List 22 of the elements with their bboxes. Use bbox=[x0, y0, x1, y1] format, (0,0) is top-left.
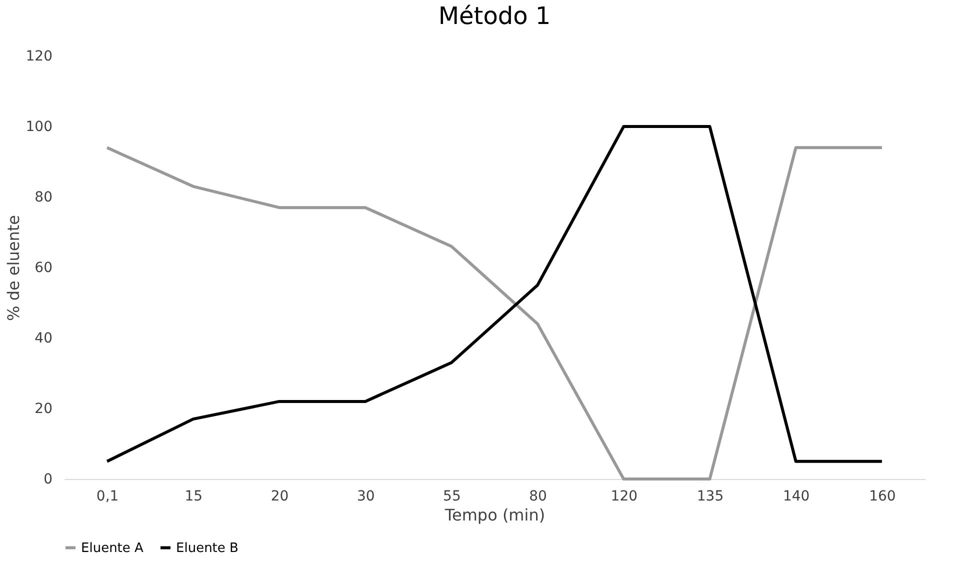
y-tick-label: 40 bbox=[34, 330, 52, 346]
x-tick-label: 120 bbox=[610, 488, 638, 504]
x-tick-label: 30 bbox=[356, 488, 375, 504]
y-tick-label: 80 bbox=[34, 190, 52, 206]
legend-label: Eluente B bbox=[176, 540, 238, 556]
legend-label: Eluente A bbox=[81, 540, 144, 556]
x-tick-label: 80 bbox=[529, 488, 547, 504]
x-tick-label: 160 bbox=[869, 488, 896, 504]
x-tick-label: 135 bbox=[696, 488, 724, 504]
y-tick-label: 0 bbox=[44, 472, 52, 488]
y-tick-label: 60 bbox=[34, 260, 52, 276]
x-axis-title: Tempo (min) bbox=[444, 506, 546, 524]
x-tick-label: 140 bbox=[782, 488, 810, 504]
x-tick-label: 15 bbox=[184, 488, 203, 504]
x-tick-label: 0,1 bbox=[96, 488, 119, 504]
x-tick-label: 55 bbox=[443, 488, 461, 504]
chart-title: Método 1 bbox=[438, 2, 551, 30]
y-tick-label: 100 bbox=[26, 119, 52, 135]
y-tick-label: 120 bbox=[26, 48, 52, 64]
y-axis-title: % de eluente bbox=[4, 215, 23, 321]
y-tick-label: 20 bbox=[34, 401, 52, 417]
x-tick-label: 20 bbox=[270, 488, 289, 504]
